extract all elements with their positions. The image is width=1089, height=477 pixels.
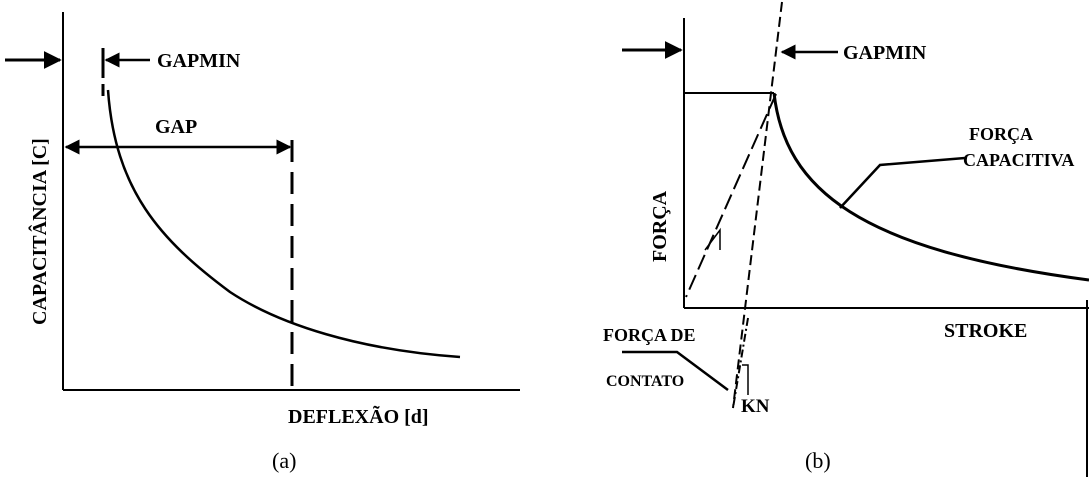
panel-b-gapmin-label: GAPMIN	[843, 42, 927, 64]
panel-b-contact-force-label-1: FORÇA DE	[603, 325, 696, 345]
panel-b-capacitive-force-label-1: FORÇA	[969, 124, 1033, 144]
panel-b-contact-force-leader	[622, 350, 729, 392]
panel-b-capacitive-force-leader	[839, 156, 966, 209]
panel-b-dashed-steep-line	[732, 1, 783, 409]
panel-a: GAPMIN GAP CAPACITÂNCIA [C] DEFLEXÃO [d]…	[5, 12, 520, 473]
panel-b-kn-bracket	[742, 364, 749, 395]
panel-b-slope-triangle	[704, 227, 721, 251]
panel-a-y-axis-label: CAPACITÂNCIA [C]	[27, 138, 51, 325]
panel-a-gapmin-label: GAPMIN	[157, 50, 241, 72]
panel-b-caption: (b)	[805, 448, 831, 473]
panel-b: GAPMIN KN FORÇA DE CONTATO FORÇA CAPACIT…	[603, 1, 1089, 477]
panel-a-x-axis-label: DEFLEXÃO [d]	[288, 405, 429, 428]
panel-b-capacitive-force-curve	[772, 92, 1089, 282]
panel-b-y-axis-label: FORÇA	[649, 190, 671, 262]
panel-a-capacitance-curve	[106, 89, 461, 359]
panel-b-contact-force-label-2: CONTATO	[606, 373, 684, 390]
panel-b-contact-dashdot-line	[732, 317, 749, 409]
panel-b-capacitive-force-label-2: CAPACITIVA	[963, 150, 1074, 170]
panel-b-dashed-shallow-line	[685, 93, 777, 298]
panel-b-kn-label: KN	[741, 396, 770, 417]
panel-a-caption: (a)	[272, 448, 296, 473]
panel-b-x-axis-label: STROKE	[944, 320, 1027, 342]
panel-a-gap-label: GAP	[155, 116, 197, 138]
